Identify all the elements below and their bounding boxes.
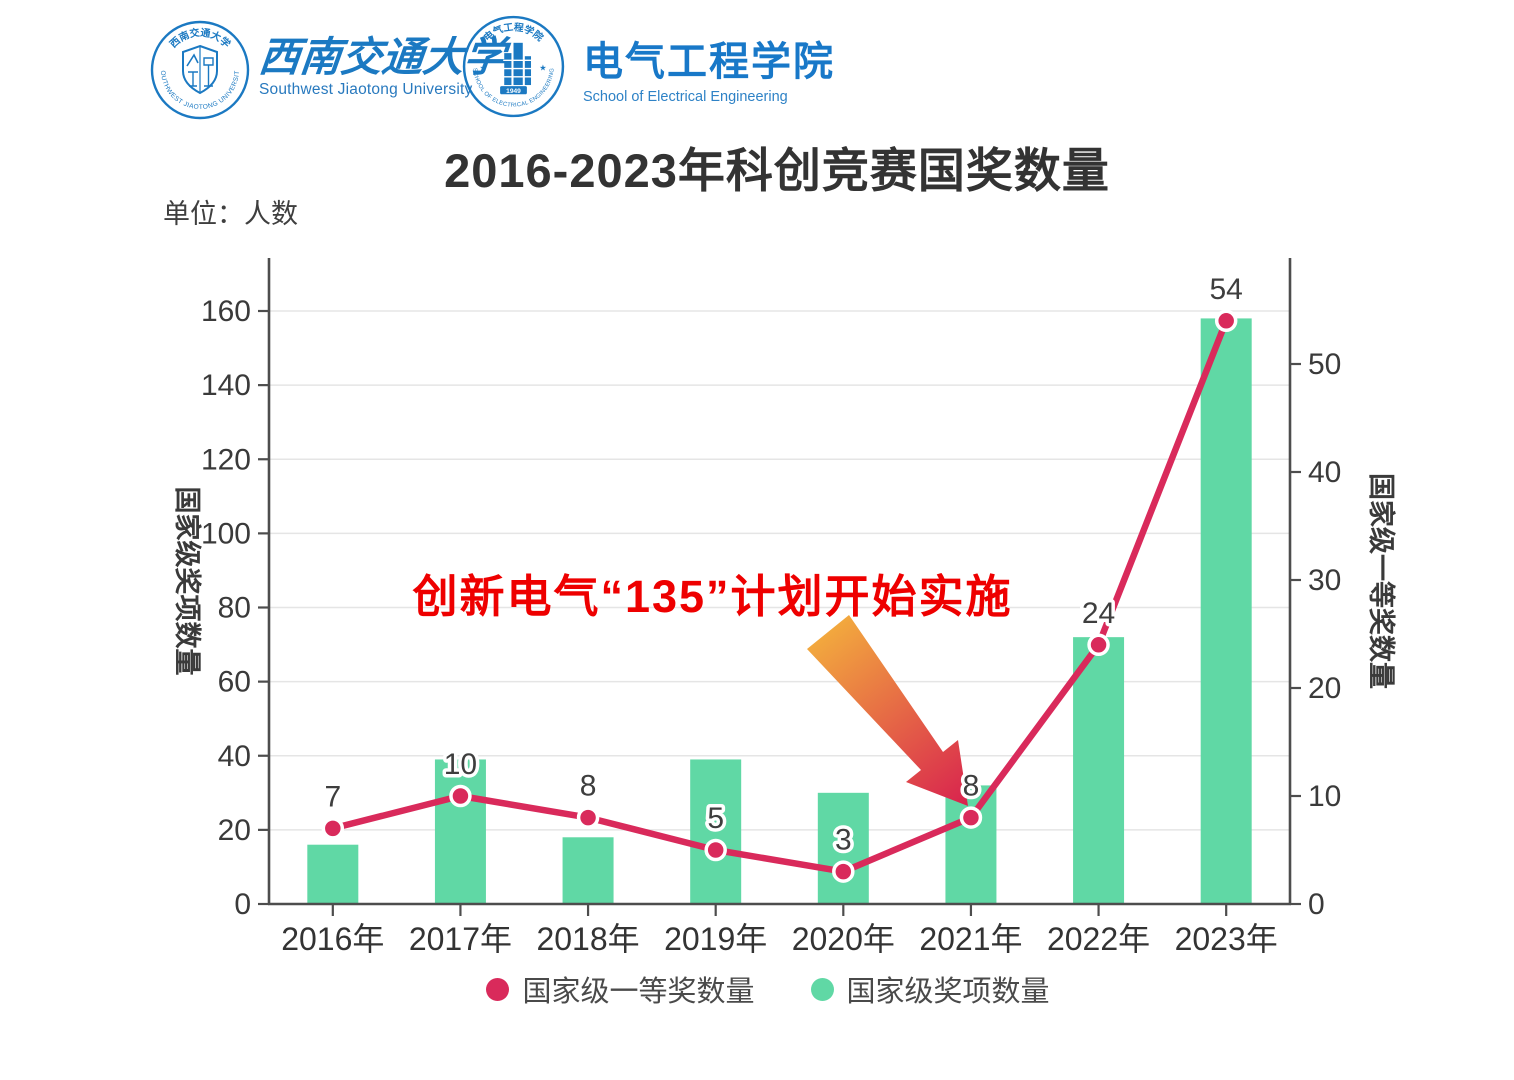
star-icon: ★ [480, 64, 487, 73]
bar-2021年[interactable] [945, 785, 997, 904]
annotation-text: 创新电气“135”计划开始实施 [412, 571, 1013, 622]
point-2017年[interactable] [449, 784, 472, 808]
bar-2023年[interactable] [1200, 318, 1252, 905]
x-axis-label-2018年: 2018年 [536, 921, 639, 957]
x-axis-label-2019年: 2019年 [664, 921, 767, 957]
legend-item-national-awards[interactable]: 国家级奖项数量 [810, 968, 1050, 1010]
point-2022年[interactable] [1087, 633, 1110, 657]
legend-label: 国家级一等奖数量 [522, 976, 755, 1008]
left-axis-tick-label: 100 [201, 517, 251, 550]
chart-title: 2016-2023年科创竞赛国奖数量 [444, 144, 1110, 197]
right-axis-tick-label: 30 [1308, 564, 1341, 597]
point-label-2022年: 24 [1082, 597, 1115, 630]
point-2018年[interactable] [576, 806, 600, 829]
left-axis-tick-label: 60 [218, 666, 251, 699]
swjtu-seal-icon: 西南交通大学 SOUTHWEST JIAOTONG UNIVERSITY [150, 20, 250, 120]
legend: 国家级一等奖数量 国家级奖项数量 [22, 968, 1514, 1010]
x-axis-label-2016年: 2016年 [281, 921, 384, 957]
right-axis-tick-label: 10 [1308, 780, 1341, 813]
bar-2017年[interactable] [434, 759, 486, 904]
left-axis-tick-label: 120 [201, 443, 251, 476]
left-axis-tick-label: 80 [218, 592, 251, 625]
right-axis-name: 国家级一等奖数量 [1366, 473, 1397, 689]
star-icon: ★ [539, 64, 546, 73]
point-2023年[interactable] [1214, 309, 1238, 333]
point-label-2016年: 7 [324, 780, 341, 813]
right-axis-tick-label: 0 [1308, 888, 1325, 921]
left-axis-tick-label: 140 [201, 369, 251, 402]
bar-2016年[interactable] [307, 844, 359, 904]
point-label-2020年: 3 [835, 824, 852, 857]
unit-label: 单位：人数 [163, 199, 298, 229]
x-axis-label-2017年: 2017年 [409, 921, 512, 957]
point-label-2019年: 5 [707, 802, 724, 835]
legend-marker-bar-series [810, 977, 834, 1001]
point-label-2018年: 8 [580, 770, 597, 803]
electrical-school-seal-icon: 电气工程学院 SCHOOL OF ELECTRICAL ENGINEERING … [462, 15, 565, 118]
point-label-2023年: 54 [1210, 273, 1243, 306]
x-axis-label-2022年: 2022年 [1047, 921, 1150, 957]
left-axis-tick-label: 40 [218, 740, 251, 773]
university-name-block: 西南交通大学 Southwest Jiaotong University [257, 33, 508, 99]
left-axis-name: 国家级奖项数量 [172, 487, 203, 676]
point-2016年[interactable] [321, 817, 345, 840]
left-axis-tick-label: 20 [218, 814, 251, 847]
point-2020年[interactable] [832, 860, 855, 883]
line-series [329, 317, 1230, 875]
left-axis-tick-label: 160 [201, 295, 251, 328]
bar-2020年[interactable] [817, 792, 869, 904]
school-name-en: School of Electrical Engineering [583, 89, 788, 105]
bar-2018年[interactable] [562, 837, 614, 904]
x-axis-label-2021年: 2021年 [919, 921, 1022, 957]
right-axis-tick-label: 40 [1308, 456, 1341, 489]
bar-2019年[interactable] [690, 759, 742, 904]
seal-year: 1949 [506, 88, 521, 95]
right-axis-tick-label: 50 [1308, 348, 1341, 381]
right-axis-tick-label: 20 [1308, 672, 1341, 705]
x-axis-label-2020年: 2020年 [792, 921, 895, 957]
legend-marker-line-series [486, 977, 510, 1001]
bar-2022年[interactable] [1073, 637, 1125, 904]
school-name-block: 电气工程学院 School of Electrical Engineering [583, 42, 835, 105]
point-2019年[interactable] [704, 838, 727, 862]
left-axis-tick-label: 0 [234, 888, 251, 921]
point-label-2017年: 10 [444, 748, 477, 781]
point-2021年[interactable] [959, 806, 983, 829]
x-axis-label-2023年: 2023年 [1175, 921, 1278, 957]
legend-item-first-prize[interactable]: 国家级一等奖数量 [486, 968, 755, 1010]
point-label-2021年: 8 [963, 770, 980, 803]
university-name-en: Southwest Jiaotong University [259, 81, 473, 99]
legend-label: 国家级奖项数量 [846, 976, 1050, 1008]
building-icon [503, 42, 533, 86]
annotation-arrow-icon [807, 615, 968, 806]
school-name-zh: 电气工程学院 [583, 40, 835, 84]
